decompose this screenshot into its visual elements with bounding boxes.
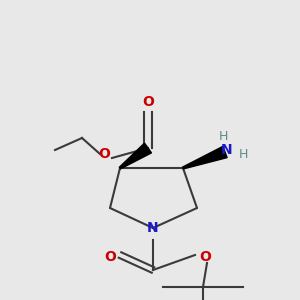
Text: H: H (238, 148, 248, 160)
Text: O: O (104, 250, 116, 264)
Text: H: H (218, 130, 228, 142)
Polygon shape (183, 146, 227, 169)
Text: N: N (147, 221, 159, 235)
Text: O: O (98, 147, 110, 161)
Text: O: O (142, 95, 154, 109)
Polygon shape (119, 143, 152, 169)
Text: N: N (221, 143, 233, 157)
Text: O: O (199, 250, 211, 264)
